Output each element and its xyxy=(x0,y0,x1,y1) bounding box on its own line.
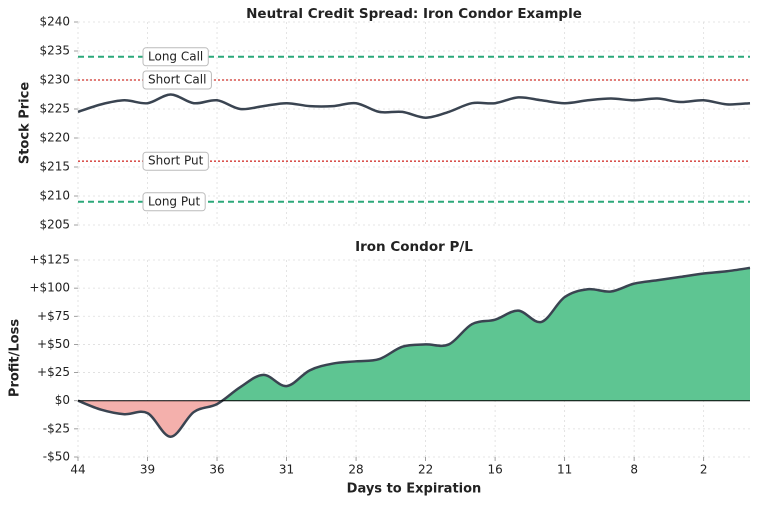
y-tick-label: $225 xyxy=(39,102,70,116)
y-tick-label: -$50 xyxy=(43,450,70,464)
reference-label: Short Put xyxy=(148,154,204,168)
x-tick-label: 36 xyxy=(209,463,224,477)
y-tick-label: +$75 xyxy=(37,309,70,323)
reference-label-box xyxy=(142,151,209,171)
y-tick-label: $220 xyxy=(39,131,70,145)
chart-title: Iron Condor P/L xyxy=(355,239,473,255)
reference-label-box xyxy=(142,70,212,90)
x-tick-label: 44 xyxy=(70,463,85,477)
x-tick-label: 39 xyxy=(140,463,155,477)
y-tick-label: $215 xyxy=(39,160,70,174)
y-tick-label: $210 xyxy=(39,189,70,203)
y-tick-label: +$100 xyxy=(29,281,70,295)
x-axis-label: Days to Expiration xyxy=(347,482,482,497)
reference-label: Long Call xyxy=(148,49,203,63)
y-tick-label: $230 xyxy=(39,73,70,87)
x-tick-label: 2 xyxy=(700,463,708,477)
y-tick-label: +$50 xyxy=(37,337,70,351)
y-tick-label: $235 xyxy=(39,44,70,58)
y-tick-label: $205 xyxy=(39,218,70,232)
y-axis-label: Profit/Loss xyxy=(8,319,23,397)
y-tick-label: -$25 xyxy=(43,421,70,435)
x-tick-label: 28 xyxy=(348,463,363,477)
y-axis-label: Stock Price xyxy=(18,82,33,164)
y-tick-label: $0 xyxy=(55,393,70,407)
price-line xyxy=(77,93,751,119)
profit-area xyxy=(78,267,750,401)
y-tick-label: +$125 xyxy=(29,253,70,267)
x-tick-label: 8 xyxy=(630,463,638,477)
x-tick-label: 16 xyxy=(487,463,502,477)
reference-label: Short Call xyxy=(148,73,206,87)
reference-label-box xyxy=(142,192,206,212)
loss-area xyxy=(78,400,223,437)
y-tick-label: +$25 xyxy=(37,365,70,379)
x-tick-label: 11 xyxy=(557,463,572,477)
y-tick-label: $240 xyxy=(39,15,70,29)
reference-label: Long Put xyxy=(148,194,200,208)
chart-title: Neutral Credit Spread: Iron Condor Examp… xyxy=(246,6,582,22)
price-line xyxy=(77,266,751,438)
x-tick-label: 22 xyxy=(418,463,433,477)
x-tick-label: 31 xyxy=(279,463,294,477)
reference-label-box xyxy=(142,47,209,67)
